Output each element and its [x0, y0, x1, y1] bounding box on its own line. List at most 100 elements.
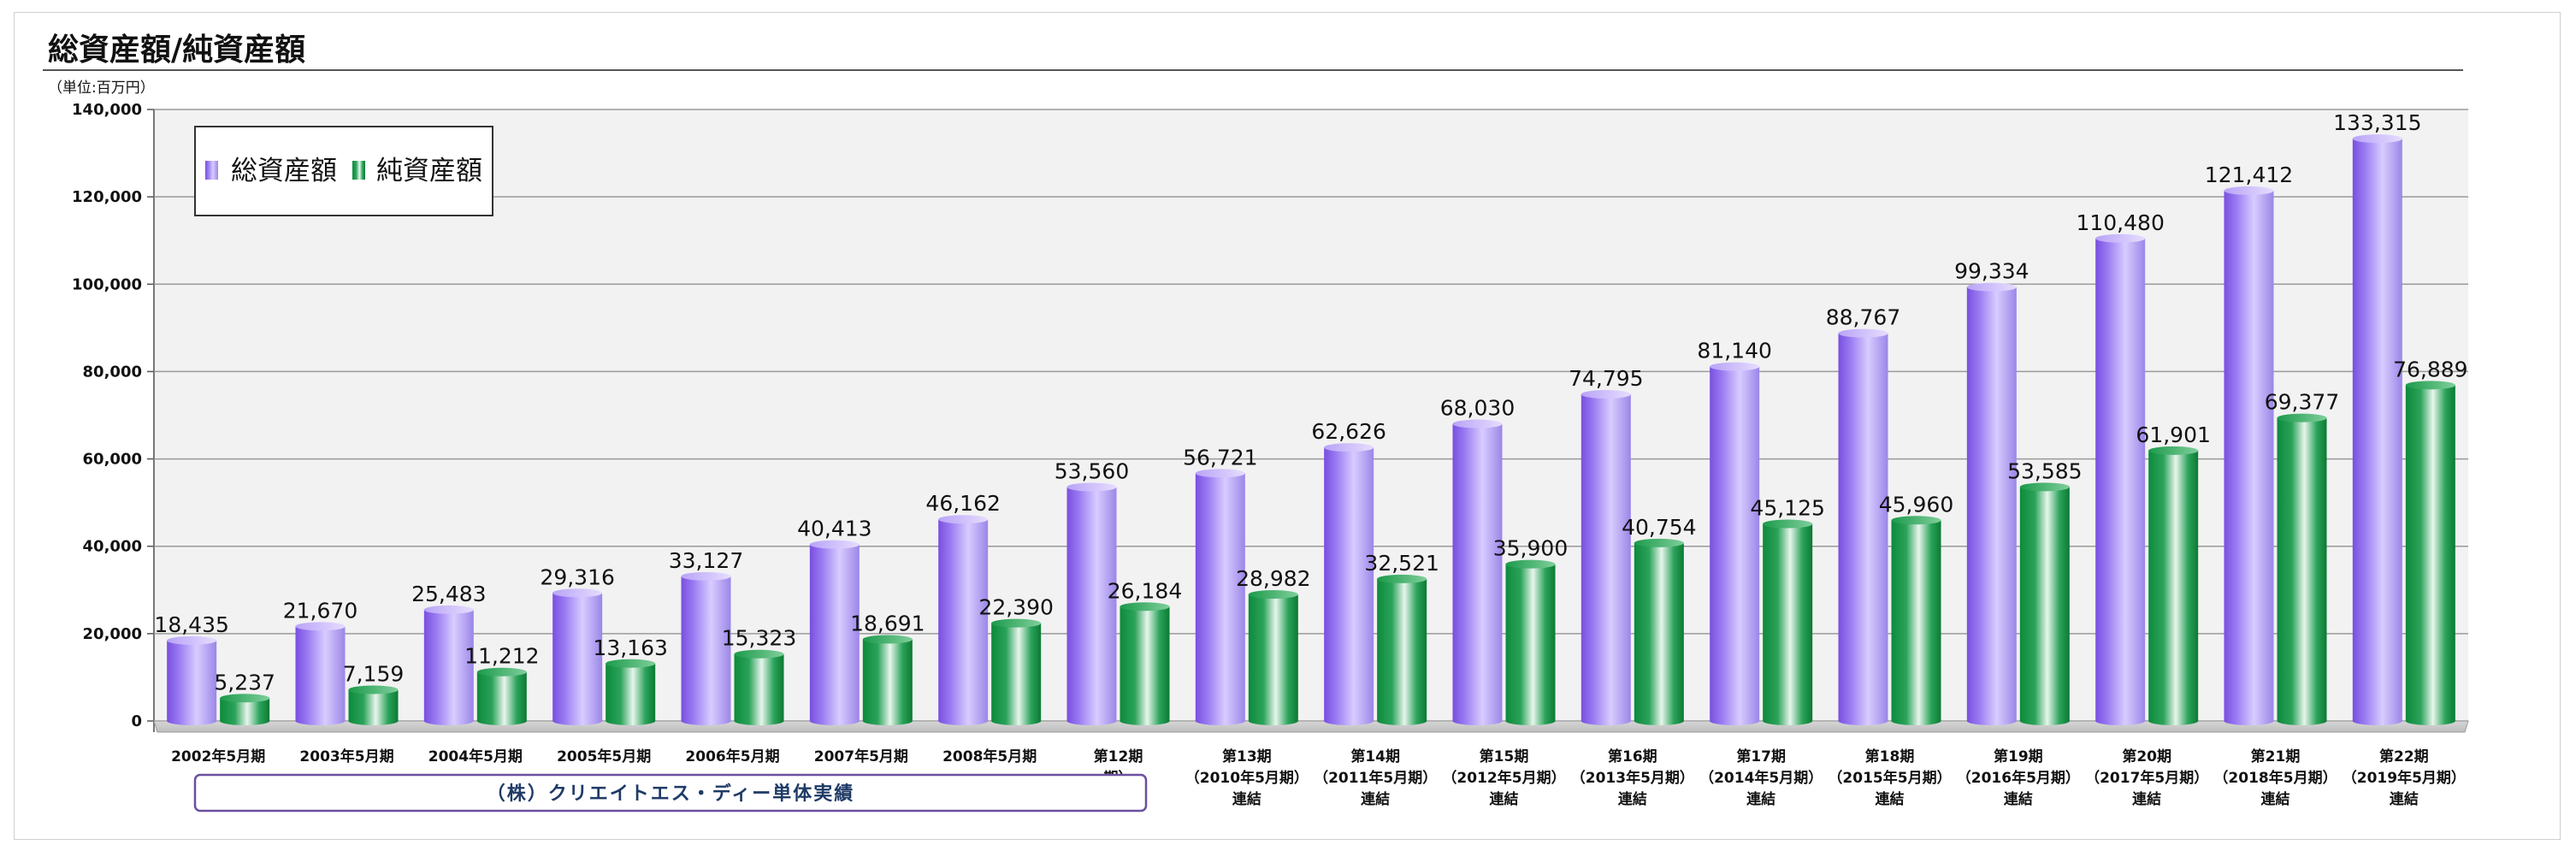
data-label-net-assets: 26,184: [1108, 578, 1182, 603]
bar-total-assets-top: [1195, 469, 1245, 478]
bar-net-assets-body: [1891, 520, 1941, 721]
data-label-net-assets: 28,982: [1236, 566, 1310, 591]
x-category-label: 2008年5月期: [942, 748, 1037, 765]
bar-total-assets-body: [167, 640, 217, 721]
bar-net-assets-base: [1120, 717, 1170, 725]
data-label-total-assets: 33,127: [669, 548, 743, 573]
x-category-label: （2010年5月期）: [1185, 769, 1309, 787]
x-category-label: 第17期: [1736, 748, 1786, 765]
bar-net-assets-body: [2405, 385, 2455, 721]
bar-total-assets-base: [1195, 717, 1245, 725]
bar-total-assets-top: [1066, 482, 1117, 492]
bar-total-assets: [1195, 469, 1245, 725]
bar-net-assets-base: [2019, 717, 2070, 725]
bar-net-assets: [734, 649, 784, 725]
x-category-label: （2018年5月期）: [2213, 769, 2337, 787]
bar-net-assets: [476, 667, 527, 725]
data-label-net-assets: 45,960: [1879, 492, 1953, 517]
bar-total-assets-base: [2095, 717, 2146, 725]
data-labels: 18,435 5,237 21,670 7,159 25,483 11,212 29,316…: [154, 110, 2467, 694]
chart-floor: [153, 720, 2469, 733]
bar-total-assets-top: [2352, 134, 2402, 144]
bar-total-assets-base: [1066, 717, 1117, 725]
bar-net-assets-top: [1634, 538, 1684, 547]
bar-net-assets: [991, 618, 1042, 725]
bar-total-assets-body: [423, 609, 474, 721]
bar-total-assets-body: [938, 519, 989, 721]
bar-net-assets: [220, 694, 270, 725]
data-label-net-assets: 53,585: [2007, 458, 2082, 483]
bar-total-assets: [1966, 282, 2017, 725]
bar-total-assets: [552, 588, 603, 725]
x-category-label: （2014年5月期）: [1699, 769, 1823, 787]
data-label-net-assets: 61,901: [2136, 423, 2210, 447]
bar-net-assets-top: [2277, 413, 2327, 423]
bar-net-assets-top: [1248, 589, 1298, 599]
bar-net-assets-top: [348, 685, 399, 694]
bar-net-assets-base: [1891, 717, 1941, 725]
x-category-label: 2005年5月期: [557, 748, 651, 765]
bar-total-assets-body: [1710, 366, 1760, 721]
bar-total-assets-top: [2224, 186, 2274, 195]
bar-total-assets-base: [809, 717, 860, 725]
bar-net-assets-base: [2148, 717, 2199, 725]
x-category-label: 連結: [2132, 790, 2161, 808]
bar-total-assets-base: [1324, 717, 1374, 725]
x-category-label: （2019年5月期）: [2343, 769, 2466, 787]
x-category-label: 連結: [2390, 790, 2419, 808]
x-category-label: 第14期: [1350, 748, 1400, 765]
x-category-label: 連結: [1232, 790, 1261, 808]
bar-net-assets-top: [1377, 574, 1427, 583]
bar-total-assets-top: [423, 605, 474, 614]
bar-total-assets-top: [938, 515, 989, 524]
bar-net-assets-top: [606, 659, 656, 668]
bar-total-assets: [681, 571, 731, 725]
bar-net-assets-body: [1763, 523, 1813, 721]
bar-total-assets: [1838, 328, 1888, 725]
bar-net-assets-base: [1377, 717, 1427, 725]
data-label-total-assets: 29,316: [540, 564, 614, 589]
legend-swatch-total-assets: [205, 161, 218, 180]
bar-total-assets: [2224, 186, 2274, 725]
bar-net-assets-top: [2019, 482, 2070, 492]
bar-total-assets: [1066, 482, 1117, 725]
x-category-label: 第22期: [2379, 748, 2429, 765]
bar-net-assets-top: [1505, 559, 1556, 569]
data-label-net-assets: 22,390: [978, 595, 1053, 620]
y-tick-labels: 0 20,000 40,000 60,000 80,000 100,000 120,000 1…: [72, 101, 142, 730]
bar-total-assets: [167, 635, 217, 725]
bar-total-assets-base: [1452, 717, 1503, 725]
x-category-label: 第12期: [1094, 748, 1143, 765]
bar-net-assets-top: [1891, 516, 1941, 525]
x-category-label: 2006年5月期: [685, 748, 779, 765]
x-category-label: （2013年5月期）: [1571, 769, 1694, 787]
bar-total-assets-base: [1966, 717, 2017, 725]
x-category-label: （2015年5月期）: [1828, 769, 1951, 787]
bar-total-assets-top: [167, 635, 217, 645]
bar-total-assets-body: [2224, 190, 2274, 721]
bar-net-assets-body: [1634, 542, 1684, 721]
x-category-label: 連結: [1361, 790, 1390, 808]
bar-net-assets: [1634, 538, 1684, 725]
x-category-label: （2011年5月期）: [1314, 769, 1437, 787]
x-category-label: 第16期: [1608, 748, 1657, 765]
bar-net-assets-body: [1248, 594, 1298, 721]
data-label-total-assets: 133,315: [2333, 110, 2421, 135]
data-label-net-assets: 45,125: [1750, 496, 1824, 521]
group-annotation-box: [193, 773, 1148, 813]
x-category-label: （2016年5月期）: [1957, 769, 2080, 787]
data-label-total-assets: 56,721: [1183, 445, 1257, 470]
bar-total-assets-top: [1966, 282, 2017, 292]
bar-net-assets-top: [1763, 519, 1813, 529]
bar-total-assets: [1710, 362, 1760, 725]
bar-total-assets-body: [2352, 139, 2402, 722]
bar-total-assets-top: [1710, 362, 1760, 371]
bar-total-assets: [295, 622, 346, 725]
floor: [153, 720, 2469, 733]
x-category-label: 2003年5月期: [299, 748, 393, 765]
bar-net-assets-body: [991, 623, 1042, 721]
bar-total-assets-top: [552, 588, 603, 598]
y-tick-label: 40,000: [83, 538, 142, 556]
bar-total-assets-top: [2095, 233, 2146, 243]
